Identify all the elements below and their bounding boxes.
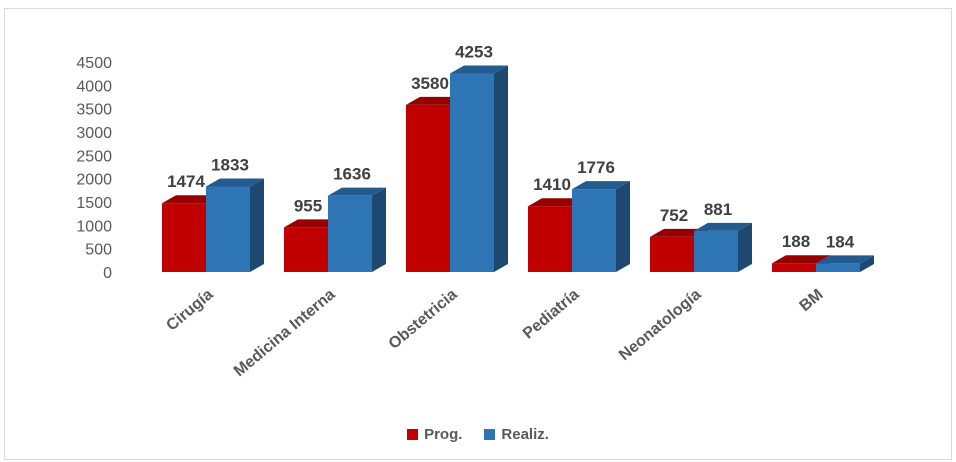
- data-label: 1636: [333, 165, 371, 184]
- y-tick-label: 4000: [76, 78, 112, 95]
- legend-label-prog: Prog.: [424, 426, 463, 443]
- bar-top: [772, 255, 830, 264]
- bar-top: [206, 178, 264, 187]
- legend-swatch-realiz: [484, 429, 496, 440]
- bar-top: [816, 255, 874, 264]
- bar-side: [372, 187, 386, 272]
- bar-front: [284, 227, 328, 272]
- data-label: 955: [294, 196, 322, 215]
- bar-front: [572, 189, 616, 272]
- bar-top: [328, 187, 386, 196]
- bar-side: [616, 181, 630, 272]
- x-category-label: Obstetricia: [386, 286, 461, 353]
- bar-top: [162, 195, 220, 204]
- bar-realiz: [572, 181, 630, 272]
- data-label: 3580: [411, 74, 449, 93]
- x-category-label: Medicina Interna: [231, 286, 339, 380]
- x-category-label: Cirugía: [163, 286, 216, 335]
- bar-top: [528, 198, 586, 207]
- bar-side: [738, 222, 752, 272]
- data-label: 184: [826, 232, 855, 251]
- bar-top: [406, 96, 464, 105]
- y-tick-label: 2500: [76, 148, 112, 165]
- x-category-label: Pediatría: [520, 286, 583, 343]
- bar-front: [816, 263, 860, 272]
- legend-item-prog: Prog.: [407, 426, 462, 443]
- y-tick-label: 1000: [76, 218, 112, 235]
- y-tick-label: 500: [85, 242, 112, 259]
- bar-front: [328, 195, 372, 272]
- bar-front: [450, 73, 494, 272]
- bar-top: [284, 219, 342, 228]
- data-label: 881: [704, 200, 732, 219]
- data-label: 1410: [533, 175, 571, 194]
- data-label: 1776: [577, 158, 615, 177]
- y-tick-label: 4500: [76, 55, 112, 72]
- bar-side: [250, 178, 264, 272]
- bar-front: [406, 104, 450, 272]
- bar-realiz: [816, 255, 874, 272]
- bar-front: [206, 186, 250, 272]
- x-category-label: Neonatología: [616, 286, 705, 364]
- bar-front: [162, 203, 206, 272]
- x-category-label: BM: [797, 286, 827, 315]
- bar-side: [860, 255, 874, 272]
- bar-top: [450, 65, 508, 74]
- y-tick-label: 2000: [76, 172, 112, 189]
- data-label: 1474: [167, 172, 205, 191]
- bar-front: [694, 230, 738, 272]
- data-label: 188: [782, 232, 810, 251]
- bar-realiz: [206, 178, 264, 272]
- bar-realiz: [694, 222, 752, 272]
- bar-side: [494, 65, 508, 272]
- bar-front: [528, 206, 572, 272]
- y-tick-label: 0: [103, 265, 112, 282]
- bar-front: [772, 263, 816, 272]
- bar-front: [650, 236, 694, 272]
- bar-top: [694, 222, 752, 231]
- legend-label-realiz: Realiz.: [501, 426, 549, 443]
- bar-realiz: [328, 187, 386, 272]
- data-label: 1833: [211, 155, 249, 174]
- legend-swatch-prog: [407, 429, 419, 440]
- legend-item-realiz: Realiz.: [484, 426, 549, 443]
- y-tick-label: 3500: [76, 102, 112, 119]
- bar-top: [572, 181, 630, 190]
- data-label: 4253: [455, 43, 493, 62]
- y-tick-label: 1500: [76, 195, 112, 212]
- data-label: 752: [660, 206, 688, 225]
- chart-legend: Prog. Realiz.: [0, 426, 956, 443]
- y-tick-label: 3000: [76, 125, 112, 142]
- bar-top: [650, 228, 708, 237]
- bar-realiz: [450, 65, 508, 272]
